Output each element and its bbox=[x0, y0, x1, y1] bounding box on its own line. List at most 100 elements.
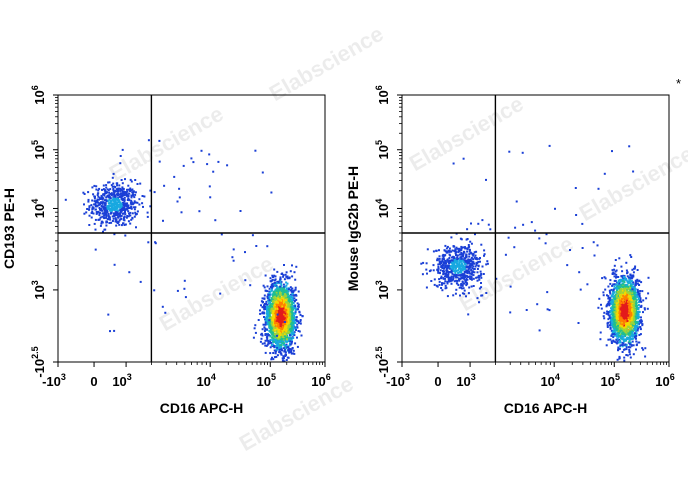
event-dot bbox=[110, 212, 113, 215]
event-dot bbox=[295, 318, 298, 321]
event-dot bbox=[275, 330, 278, 333]
event-dot bbox=[178, 196, 181, 199]
event-dot bbox=[114, 203, 117, 206]
event-dot bbox=[101, 209, 104, 212]
event-dot bbox=[466, 250, 469, 253]
event-dot bbox=[613, 268, 615, 271]
event-dot bbox=[464, 259, 466, 262]
event-dot bbox=[212, 170, 215, 173]
event-dot bbox=[283, 321, 286, 323]
event-dot bbox=[116, 214, 119, 217]
event-dot bbox=[133, 201, 136, 204]
event-dot bbox=[623, 356, 626, 359]
event-dot bbox=[287, 304, 290, 307]
event-dot bbox=[102, 212, 105, 215]
event-dot bbox=[292, 328, 295, 331]
event-dot bbox=[261, 328, 264, 331]
event-dot bbox=[292, 333, 295, 336]
event-dot bbox=[441, 263, 444, 266]
event-dot bbox=[113, 204, 116, 207]
event-dot bbox=[632, 312, 634, 315]
event-dot bbox=[103, 211, 106, 214]
event-dot bbox=[286, 313, 289, 315]
event-dot bbox=[283, 287, 286, 290]
event-dot bbox=[452, 268, 455, 271]
event-dot bbox=[287, 318, 290, 320]
event-dot bbox=[208, 185, 211, 188]
event-dot bbox=[281, 315, 284, 318]
event-dot bbox=[124, 223, 127, 226]
event-dot bbox=[272, 306, 275, 309]
event-dot bbox=[95, 212, 98, 215]
event-dot bbox=[458, 270, 461, 273]
event-dot bbox=[618, 355, 621, 358]
event-dot bbox=[616, 287, 619, 290]
event-dot bbox=[271, 307, 274, 310]
event-dot bbox=[443, 270, 446, 273]
event-dot bbox=[270, 322, 273, 325]
event-dot bbox=[437, 265, 440, 268]
event-dot bbox=[286, 338, 288, 341]
event-dot bbox=[632, 344, 635, 347]
event-dot bbox=[437, 263, 440, 266]
event-dot bbox=[278, 340, 280, 343]
event-dot bbox=[608, 298, 611, 300]
event-dot bbox=[100, 205, 103, 207]
event-dot bbox=[112, 182, 115, 185]
event-dot bbox=[108, 209, 111, 212]
event-dot bbox=[283, 296, 286, 299]
event-dot bbox=[426, 248, 429, 251]
event-dot bbox=[109, 208, 112, 211]
event-dot bbox=[273, 333, 276, 336]
event-dot bbox=[466, 248, 469, 251]
event-dot bbox=[292, 299, 295, 301]
event-dot bbox=[280, 340, 283, 343]
event-dot bbox=[608, 314, 611, 317]
event-dot bbox=[276, 282, 279, 284]
event-dot bbox=[92, 193, 95, 196]
event-dot bbox=[481, 294, 484, 297]
event-dot bbox=[268, 319, 271, 322]
event-dot bbox=[95, 211, 98, 213]
event-dot bbox=[289, 300, 292, 303]
event-dot bbox=[121, 212, 124, 215]
event-dot bbox=[111, 185, 114, 188]
event-dot bbox=[448, 271, 451, 274]
event-dot bbox=[288, 334, 291, 337]
event-dot bbox=[436, 285, 439, 288]
event-dot bbox=[280, 322, 283, 325]
event-dot bbox=[123, 196, 126, 199]
event-dot bbox=[475, 263, 478, 266]
plot-0-events bbox=[64, 139, 304, 363]
event-dot bbox=[460, 276, 463, 279]
event-dot bbox=[287, 309, 290, 312]
event-dot bbox=[446, 258, 449, 261]
event-dot bbox=[609, 292, 612, 295]
event-dot bbox=[274, 322, 277, 325]
event-dot bbox=[276, 321, 278, 324]
event-dot bbox=[275, 328, 278, 330]
event-dot bbox=[198, 210, 201, 213]
event-dot bbox=[271, 336, 273, 339]
event-dot bbox=[286, 277, 289, 280]
event-dot bbox=[618, 347, 621, 350]
event-dot bbox=[609, 311, 612, 314]
x-tick-label: 103 bbox=[112, 372, 131, 389]
event-dot bbox=[456, 258, 459, 261]
event-dot bbox=[286, 336, 289, 339]
event-dot bbox=[287, 296, 289, 299]
event-dot bbox=[273, 309, 276, 312]
event-dot bbox=[479, 260, 481, 263]
event-dot bbox=[119, 201, 122, 204]
event-dot bbox=[93, 197, 96, 200]
event-dot bbox=[291, 301, 294, 304]
event-dot bbox=[618, 338, 621, 341]
event-dot bbox=[458, 261, 461, 264]
event-dot bbox=[110, 221, 113, 224]
event-dot bbox=[463, 250, 465, 253]
event-dot bbox=[268, 290, 271, 293]
event-dot bbox=[106, 211, 109, 213]
event-dot bbox=[467, 268, 470, 271]
event-dot bbox=[634, 329, 637, 332]
